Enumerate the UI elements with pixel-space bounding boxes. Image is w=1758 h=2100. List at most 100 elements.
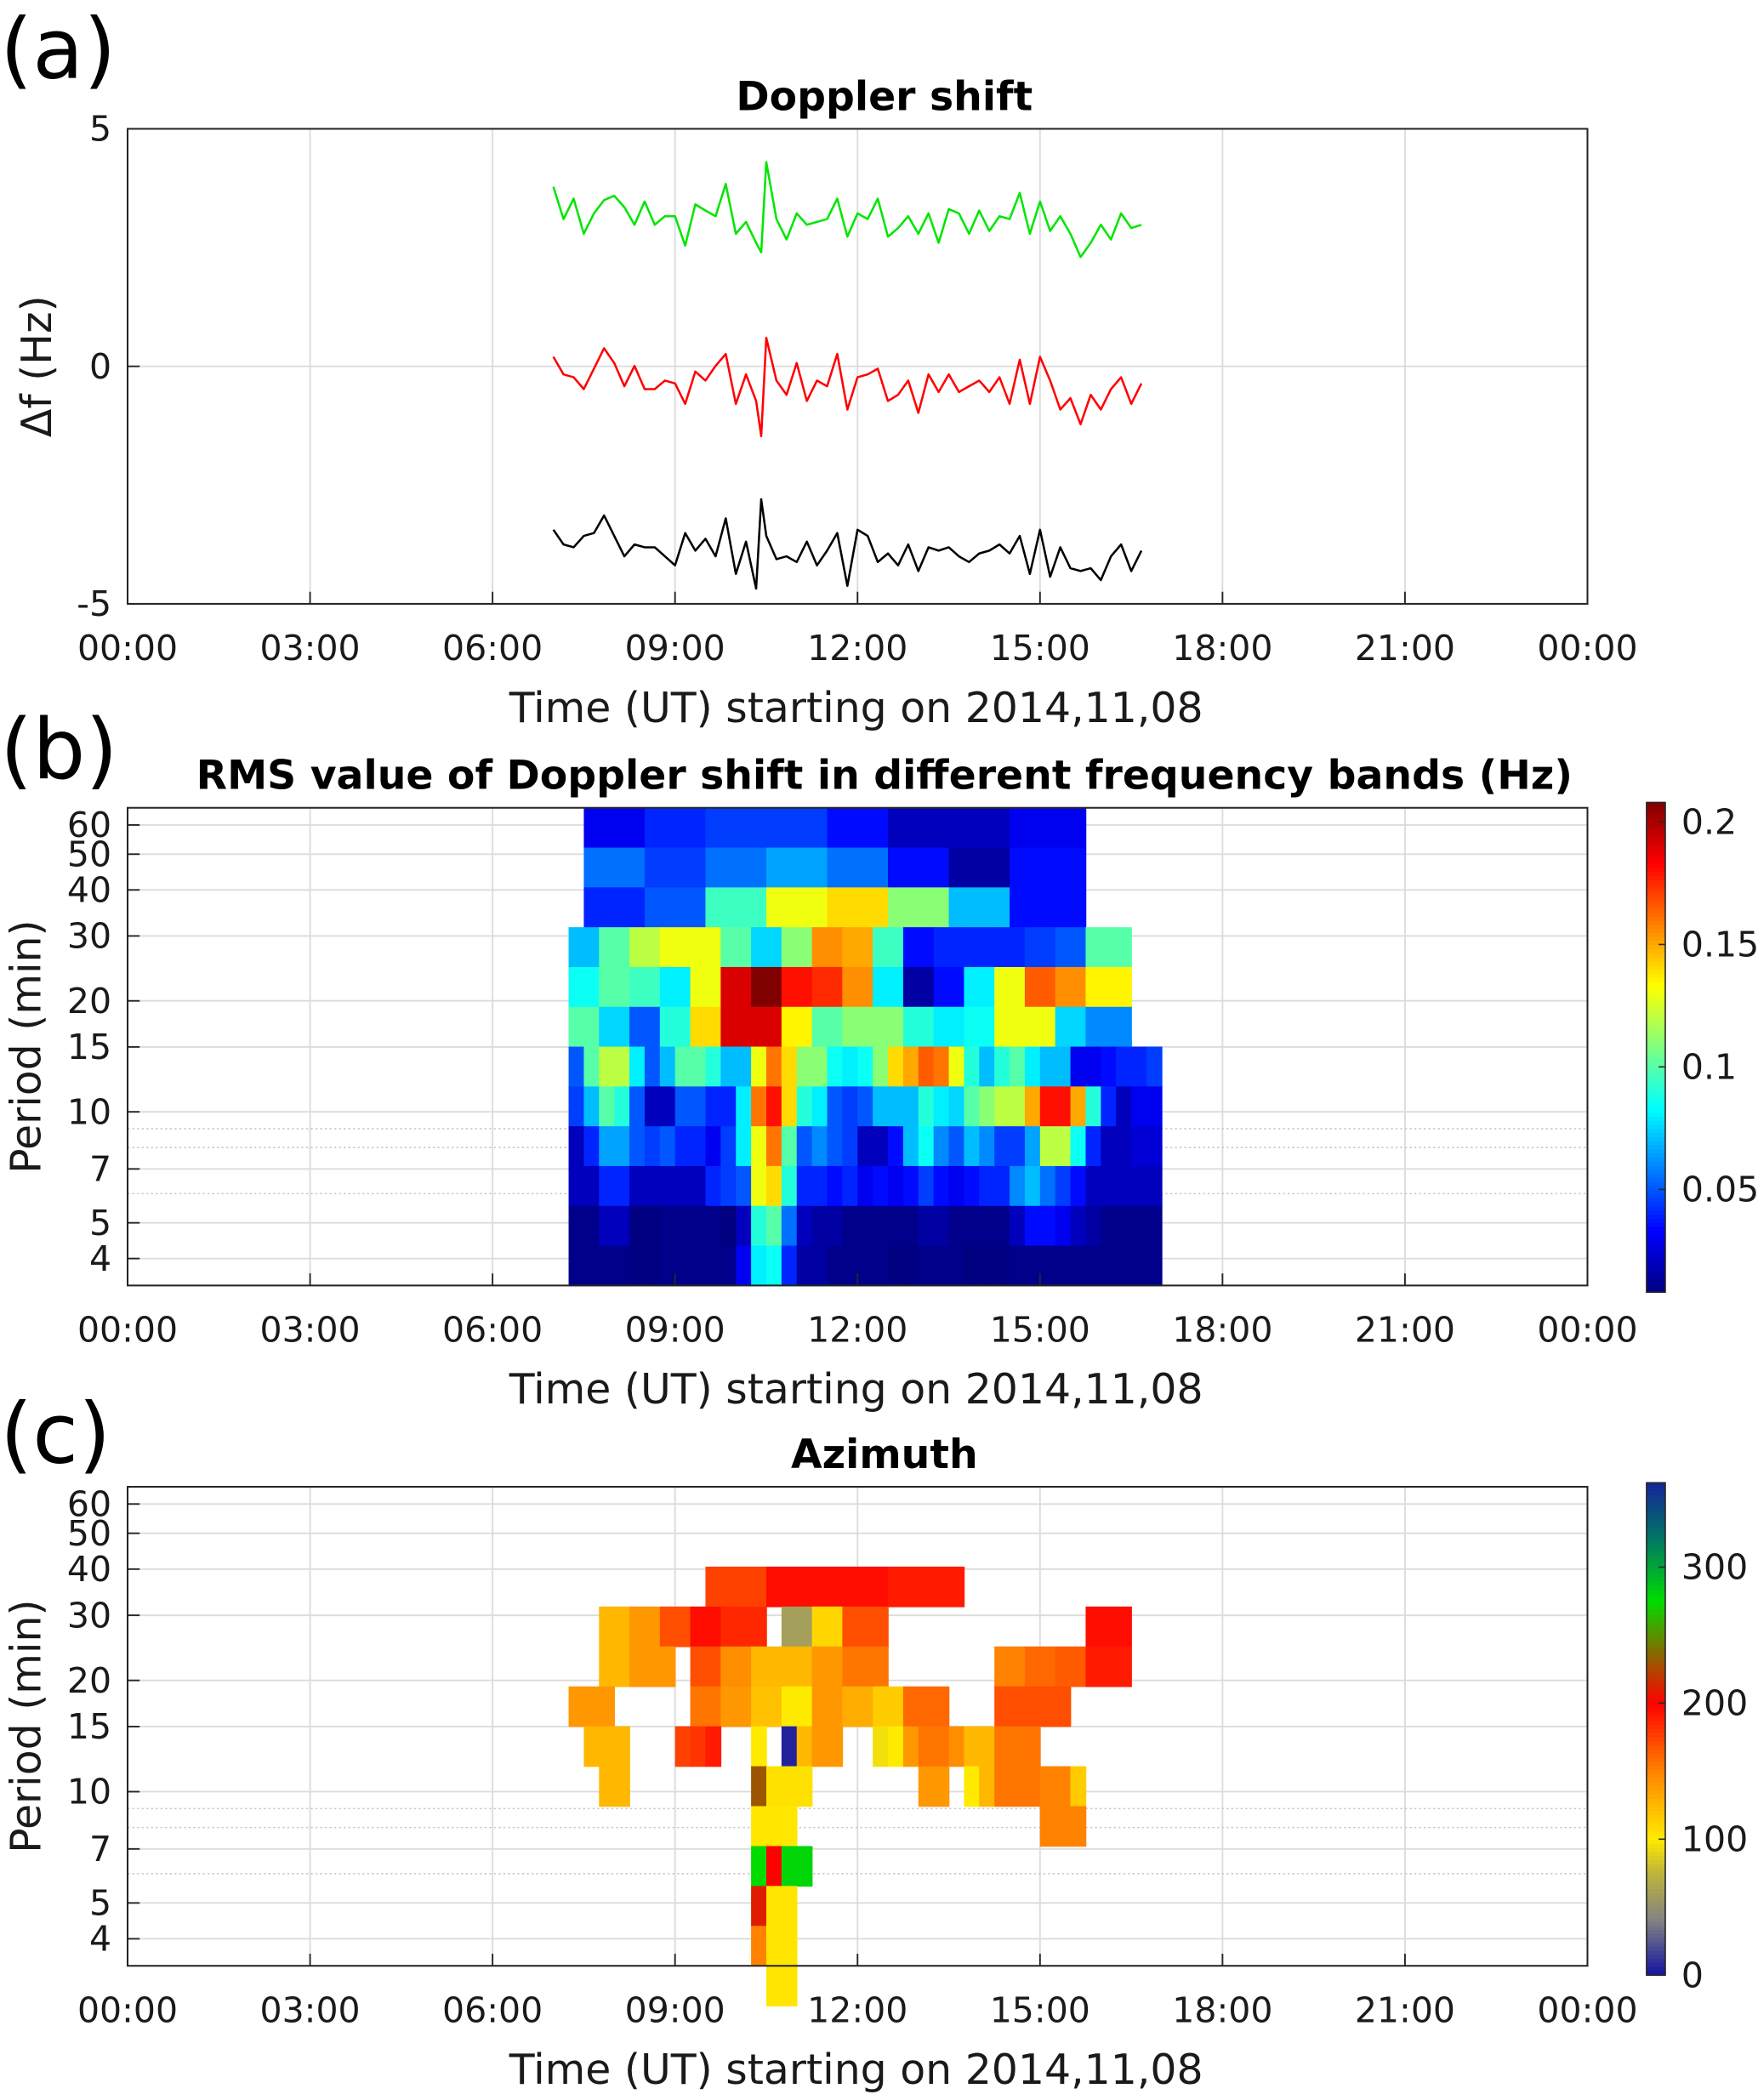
heatmap-cell: [644, 1086, 661, 1127]
colorbar-segment: [1646, 990, 1665, 995]
colorbar-segment: [1646, 1761, 1665, 1767]
colorbar-segment: [1646, 1589, 1665, 1595]
colorbar-segment: [1646, 932, 1665, 938]
heatmap-cell: [751, 966, 782, 1008]
colorbar-segment: [1646, 859, 1665, 865]
heatmap-cell: [857, 1086, 873, 1127]
colorbar-segment: [1646, 1170, 1665, 1175]
colorbar-segment: [1646, 1679, 1665, 1685]
heatmap-cell: [933, 1086, 950, 1127]
heatmap-cell: [705, 1566, 767, 1608]
heatmap-cell: [751, 1086, 767, 1127]
heatmap-cell: [674, 1165, 691, 1207]
heatmap-cell: [918, 1086, 935, 1127]
heatmap-cell: [857, 1245, 873, 1287]
heatmap-cell: [751, 1646, 782, 1687]
colorbar-segment: [1646, 1532, 1665, 1537]
heatmap-cell: [994, 1766, 1041, 1807]
heatmap-cell: [583, 1165, 600, 1207]
colorbar-segment: [1646, 1847, 1665, 1853]
colorbar-segment: [1646, 1141, 1665, 1147]
heatmap-cell: [568, 1245, 585, 1287]
heatmap-cell: [873, 1126, 889, 1167]
y-tick-label: 60: [67, 1483, 111, 1524]
colorbar-segment: [1646, 1966, 1665, 1972]
colorbar-segment: [1646, 1856, 1665, 1861]
colorbar-segment: [1646, 827, 1665, 832]
y-tick-label: 60: [67, 805, 111, 845]
colorbar-segment: [1646, 965, 1665, 970]
heatmap-cell: [599, 966, 630, 1008]
heatmap-cell: [1101, 1205, 1118, 1247]
x-tick-label: 18:00: [1172, 628, 1272, 669]
heatmap-cell: [568, 927, 600, 968]
heatmap-cell: [583, 887, 646, 928]
heatmap-cell: [933, 927, 965, 968]
heatmap-cell: [933, 1205, 950, 1247]
heatmap-cell: [659, 1205, 676, 1247]
heatmap-cell: [765, 1846, 782, 1887]
heatmap-cell: [964, 1046, 981, 1088]
heatmap-cell: [1101, 1165, 1118, 1207]
heatmap-cell: [659, 1086, 676, 1127]
heatmap-cell: [751, 1806, 798, 1847]
colorbar-segment: [1646, 1247, 1665, 1252]
heatmap-cell: [568, 1126, 585, 1167]
heatmap-cell: [1039, 1165, 1056, 1207]
colorbar-segment: [1646, 1174, 1665, 1179]
heatmap-cell: [690, 1606, 722, 1648]
heatmap-cell: [1010, 1245, 1026, 1287]
heatmap-cell: [705, 807, 767, 849]
heatmap-cell: [781, 1686, 813, 1727]
x-tick-label: 12:00: [807, 1989, 907, 2030]
colorbar-segment: [1646, 1885, 1665, 1890]
colorbar-segment: [1646, 1047, 1665, 1052]
heatmap-cell: [1131, 1245, 1147, 1287]
colorbar-segment: [1646, 970, 1665, 975]
heatmap-cell: [765, 847, 828, 889]
heatmap-cell: [583, 1086, 600, 1127]
heatmap-cell: [994, 1006, 1026, 1048]
heatmap-cell: [811, 927, 844, 968]
colorbar-segment: [1646, 1654, 1665, 1660]
colorbar-segment: [1646, 1263, 1665, 1269]
heatmap-cell: [888, 1086, 904, 1127]
colorbar-segment: [1646, 818, 1665, 824]
heatmap-cell: [933, 1245, 950, 1287]
heatmap-cell: [1010, 887, 1087, 928]
heatmap-cell: [629, 966, 661, 1008]
y-tick-label: 0: [89, 346, 111, 387]
x-tick-label: 00:00: [1537, 1989, 1637, 2030]
colorbar-segment: [1646, 1548, 1665, 1553]
x-tick-label: 15:00: [990, 1310, 1090, 1351]
colorbar-segment: [1646, 1133, 1665, 1138]
colorbar-segment: [1646, 1766, 1665, 1771]
colorbar-segment: [1646, 1136, 1665, 1142]
colorbar-segment: [1646, 957, 1665, 963]
colorbar-segment: [1646, 1840, 1665, 1845]
x-tick-label: 09:00: [625, 1989, 725, 2030]
heatmap-cell: [811, 1606, 844, 1648]
heatmap-cell: [674, 1126, 691, 1167]
colorbar-segment: [1646, 1161, 1665, 1167]
heatmap-cell: [614, 1205, 630, 1247]
heatmap-cell: [842, 1126, 859, 1167]
y-tick-label: 4: [89, 1919, 111, 1960]
x-axis-label: Time (UT) starting on 2014,11,08: [509, 1365, 1203, 1414]
heatmap-cell: [994, 1126, 1010, 1167]
heatmap-cell: [659, 1126, 676, 1167]
heatmap-cell: [994, 966, 1026, 1008]
heatmap-cell: [781, 1606, 813, 1648]
heatmap-cell: [568, 1686, 615, 1727]
heatmap-cell: [1010, 1046, 1026, 1088]
colorbar-segment: [1646, 1642, 1665, 1648]
heatmap-cell: [888, 1165, 904, 1207]
heatmap-cell: [644, 1046, 661, 1088]
colorbar-segment: [1646, 986, 1665, 991]
heatmap-cell: [629, 1245, 646, 1287]
y-tick-label: 5: [89, 1203, 111, 1243]
colorbar-segment: [1646, 1700, 1665, 1705]
heatmap-cell: [994, 1205, 1010, 1247]
heatmap-cell: [827, 1126, 844, 1167]
colorbar-segment: [1646, 1031, 1665, 1036]
